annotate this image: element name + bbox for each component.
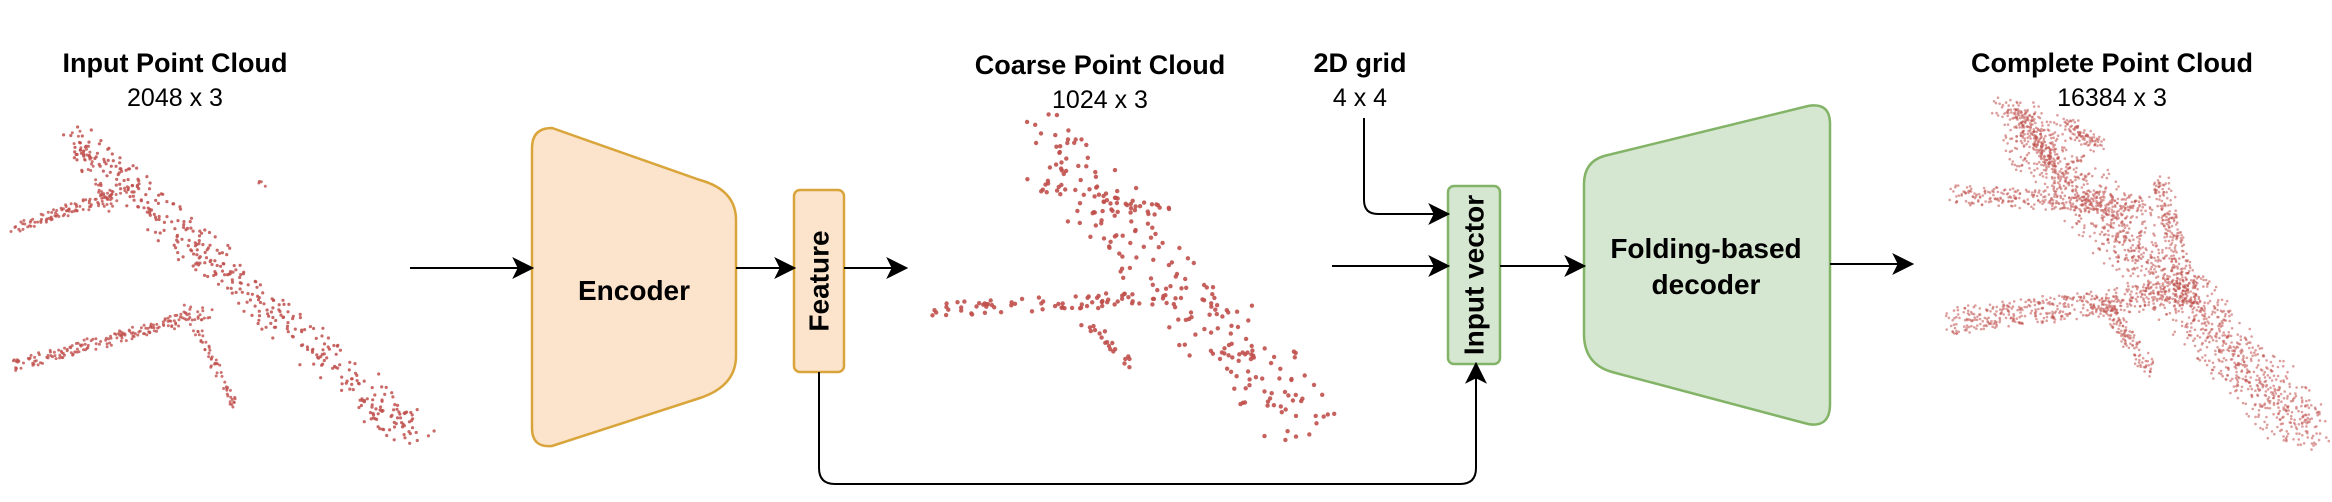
feature-label: Feature xyxy=(804,230,835,331)
complete-cloud-title: Complete Point Cloud xyxy=(1971,48,2253,78)
grid-title: 2D grid xyxy=(1313,48,1406,78)
arrow-grid-to-input-vector xyxy=(1363,118,1451,225)
decoder-label-line2: decoder xyxy=(1652,269,1761,300)
encoder-label: Encoder xyxy=(578,275,690,306)
input-cloud-title: Input Point Cloud xyxy=(63,48,288,78)
complete-cloud-size: 16384 x 3 xyxy=(2057,84,2167,112)
arrow-feature-skip-to-input-vector xyxy=(818,361,1487,485)
complete-point-cloud xyxy=(1944,96,2331,451)
coarse-cloud-size: 1024 x 3 xyxy=(1052,86,1148,114)
input-cloud-size: 2048 x 3 xyxy=(127,84,223,112)
encoder-block xyxy=(530,126,738,448)
input-point-cloud xyxy=(9,125,436,445)
decoder-block xyxy=(1582,104,1832,426)
coarse-cloud-title: Coarse Point Cloud xyxy=(975,50,1226,80)
coarse-point-cloud xyxy=(930,112,1337,443)
input-vector-label: Input vector xyxy=(1459,195,1490,355)
decoder-label-line1: Folding-based xyxy=(1610,233,1801,264)
grid-size: 4 x 4 xyxy=(1333,84,1387,112)
